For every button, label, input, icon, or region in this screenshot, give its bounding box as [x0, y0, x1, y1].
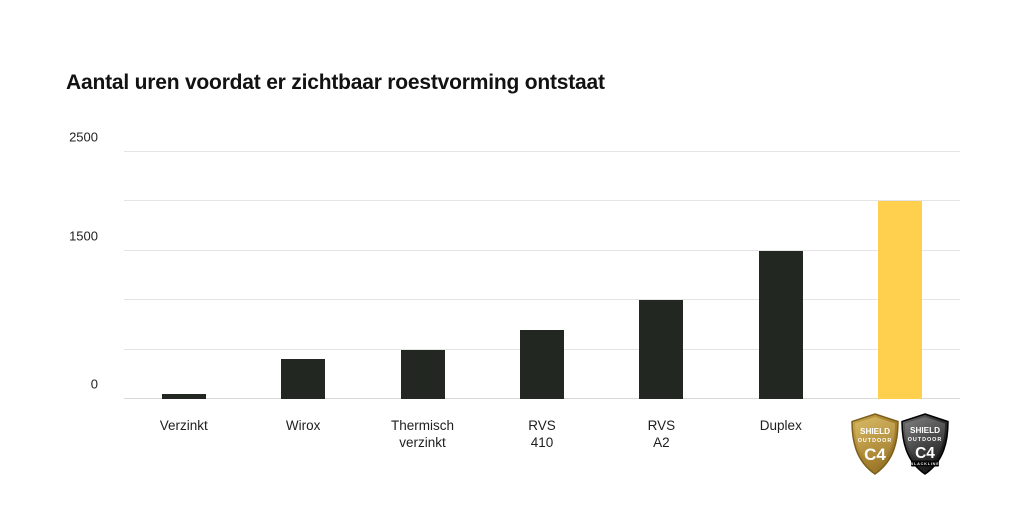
svg-text:C4: C4	[915, 445, 935, 462]
shield-badges: SHIELD OUTDOOR C4 SHIELD OUTDOOR C4 BLAC…	[841, 413, 960, 475]
bars-container	[124, 152, 960, 399]
y-tick-label: 0	[90, 376, 98, 392]
bar-column	[482, 152, 601, 399]
y-tick-label: 2500	[69, 129, 98, 145]
bar-column	[841, 152, 960, 399]
bar-column	[363, 152, 482, 399]
gridline	[124, 151, 960, 152]
bar-rvs	[639, 300, 684, 399]
bar-verzinkt	[161, 394, 206, 399]
x-category-label: Wirox	[285, 418, 321, 433]
bar-column	[124, 152, 243, 399]
gridline	[124, 299, 960, 301]
bar-duplex	[758, 250, 803, 399]
bar-shield-outdoor-c4-c4-blackline	[878, 201, 923, 399]
plot-area	[124, 151, 960, 399]
bar-thermisch	[400, 349, 445, 399]
shield-outdoor-c4-gold-icon: SHIELD OUTDOOR C4	[851, 413, 899, 475]
y-tick-label: 1500	[69, 228, 98, 244]
x-category-label: Thermisch verzinkt	[391, 418, 455, 450]
x-category-label: RVS A2	[647, 418, 676, 450]
bar-column	[602, 152, 721, 399]
svg-text:SHIELD: SHIELD	[910, 426, 940, 435]
bar-column	[243, 152, 362, 399]
svg-text:OUTDOOR: OUTDOOR	[858, 438, 893, 444]
svg-text:OUTDOOR: OUTDOOR	[908, 437, 943, 443]
x-category-label: SHIELD OUTDOOR C4 SHIELD OUTDOOR C4 BLAC…	[841, 413, 960, 475]
gridline	[124, 200, 960, 202]
bar-column	[721, 152, 840, 399]
gridline	[124, 249, 960, 251]
x-category-label: RVS 410	[528, 418, 556, 450]
y-axis: 0 1500 2500	[50, 130, 98, 399]
bar-wirox	[281, 359, 326, 399]
svg-text:BLACKLINE: BLACKLINE	[911, 462, 940, 466]
x-category-label: Duplex	[759, 418, 802, 433]
svg-text:SHIELD: SHIELD	[860, 427, 890, 436]
svg-text:C4: C4	[864, 445, 886, 464]
bar-rvs	[519, 329, 564, 399]
chart-title: Aantal uren voordat er zichtbaar roestvo…	[66, 71, 605, 94]
x-category-label: Verzinkt	[159, 418, 208, 433]
x-axis-labels: Verzinkt Wirox Thermisch verzinkt RVS 410 RV…	[124, 413, 960, 475]
shield-outdoor-c4-blackline-icon: SHIELD OUTDOOR C4 BLACKLINE	[901, 413, 949, 475]
